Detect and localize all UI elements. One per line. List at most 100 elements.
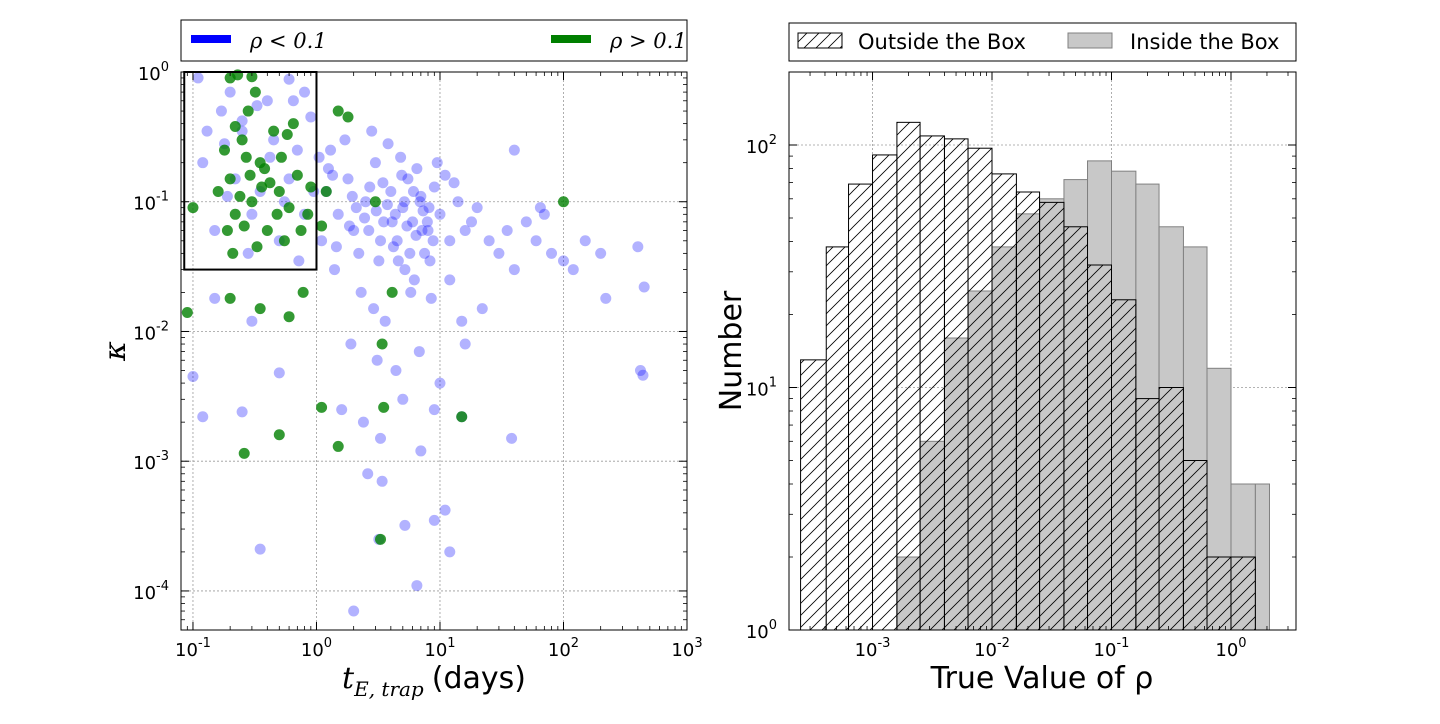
scatter-point-rho-low	[209, 292, 221, 304]
scatter-point-rho-low	[355, 286, 367, 298]
scatter-point-rho-low	[236, 406, 248, 418]
histogram-bar-outside	[1182, 459, 1208, 631]
scatter-point-rho-low	[520, 216, 532, 228]
scatter-point-rho-high	[369, 196, 381, 208]
scatter-point-rho-low	[402, 173, 414, 185]
scatter-point-rho-low	[434, 208, 446, 220]
scatter-point-rho-low	[316, 235, 328, 247]
scatter-point-rho-low	[411, 580, 423, 592]
scatter-point-rho-low	[246, 208, 258, 220]
scatter-point-rho-high	[236, 134, 248, 146]
scatter-point-rho-low	[327, 169, 339, 181]
scatter-point-rho-high	[238, 220, 250, 232]
scatter-point-rho-low	[416, 225, 428, 237]
histogram-legend: Outside the Box Inside the Box	[788, 22, 1297, 62]
scatter-point-rho-high	[305, 181, 317, 193]
scatter-point-rho-high	[332, 105, 344, 117]
histogram-bar-inside	[1254, 483, 1270, 631]
scatter-point-rho-low	[364, 181, 376, 193]
scatter-point-rho-low	[373, 255, 385, 267]
histogram-y-axis-label: Number	[714, 290, 749, 411]
scatter-point-rho-low	[546, 247, 558, 259]
scatter-point-rho-low	[305, 111, 317, 123]
scatter-point-rho-low	[415, 445, 427, 457]
scatter-point-rho-high	[376, 338, 388, 350]
scatter-point-rho-low	[268, 134, 280, 146]
scatter-y-axis-label: κ	[98, 341, 133, 362]
scatter-point-rho-low	[362, 468, 374, 480]
scatter-point-rho-high	[224, 292, 236, 304]
scatter-point-rho-high	[316, 401, 328, 413]
scatter-point-rho-low	[399, 264, 411, 276]
scatter-point-rho-high	[302, 208, 314, 220]
scatter-ytick-label: 10-4	[133, 579, 169, 604]
scatter-point-rho-low	[283, 173, 295, 185]
scatter-point-rho-low	[291, 144, 303, 156]
scatter-point-rho-low	[330, 241, 342, 253]
scatter-point-rho-low	[187, 370, 199, 382]
histogram-frame	[788, 71, 1297, 631]
scatter-point-rho-low	[343, 220, 355, 232]
scatter-legend: ρ < 0.1 ρ > 0.1	[180, 19, 688, 62]
scatter-point-rho-low	[410, 229, 422, 241]
histogram-bar-outside	[800, 359, 827, 631]
scatter-point-rho-high	[221, 225, 233, 237]
scatter-point-rho-low	[261, 95, 273, 107]
histogram-bar-outside	[1110, 299, 1137, 631]
histogram-xtick-label: 10-3	[855, 636, 891, 661]
scatter-point-rho-low	[376, 475, 388, 487]
histogram-bar-outside	[848, 183, 874, 631]
histogram-bar-outside	[1158, 386, 1184, 631]
scatter-point-rho-high	[342, 111, 354, 123]
scatter-point-rho-low	[428, 514, 440, 526]
scatter-point-rho-high	[229, 121, 241, 133]
scatter-point-rho-low	[407, 216, 419, 228]
histogram-bar-outside	[1087, 264, 1112, 631]
scatter-point-rho-low	[254, 543, 266, 555]
histogram-bar-outside	[1230, 556, 1256, 631]
legend-swatch-inside	[1067, 32, 1113, 49]
scatter-ytick-label: 10-3	[133, 449, 169, 474]
scatter-point-rho-low	[634, 365, 646, 377]
scatter-point-rho-low	[508, 144, 520, 156]
legend-swatch-outside	[797, 32, 843, 49]
scatter-point-rho-low	[538, 208, 550, 220]
scatter-point-rho-high	[256, 181, 268, 193]
scatter-point-rho-high	[229, 208, 241, 220]
histogram-bar-outside	[943, 138, 969, 631]
scatter-point-rho-low	[428, 181, 440, 193]
scatter-point-rho-low	[428, 404, 440, 416]
scatter-point-rho-low	[444, 546, 456, 558]
histogram-bar-outside	[1039, 201, 1065, 631]
scatter-point-rho-high	[273, 429, 285, 441]
scatter-point-rho-low	[419, 247, 431, 259]
scatter-point-rho-low	[246, 315, 258, 327]
scatter-point-rho-low	[336, 404, 348, 416]
scatter-point-rho-low	[360, 196, 372, 208]
scatter-point-rho-low	[434, 377, 446, 389]
legend-label-inside: Inside the Box	[1130, 30, 1279, 54]
scatter-point-rho-low	[325, 144, 337, 156]
scatter-point-rho-low	[421, 216, 433, 228]
scatter-point-rho-high	[283, 202, 295, 214]
legend-swatch-rho-high	[551, 35, 591, 43]
scatter-point-rho-high	[316, 220, 328, 232]
scatter-point-rho-high	[224, 173, 236, 185]
scatter-point-rho-low	[579, 235, 591, 247]
scatter-point-rho-low	[390, 365, 402, 377]
scatter-points	[181, 69, 650, 617]
scatter-point-rho-high	[297, 286, 309, 298]
scatter-point-rho-low	[637, 369, 649, 381]
scatter-point-rho-low	[264, 151, 276, 163]
scatter-point-rho-low	[387, 241, 399, 253]
scatter-point-rho-low	[353, 247, 365, 259]
scatter-point-rho-low	[363, 225, 375, 237]
scatter-point-rho-low	[332, 208, 344, 220]
scatter-point-rho-high	[187, 202, 199, 214]
scatter-point-rho-low	[293, 255, 305, 267]
scatter-point-rho-high	[456, 411, 468, 423]
scatter-point-rho-low	[444, 274, 456, 286]
scatter-point-rho-low	[391, 235, 403, 247]
histogram-x-axis-label: True Value of ρ	[930, 661, 1154, 696]
histogram-bars-outside	[800, 121, 1256, 631]
